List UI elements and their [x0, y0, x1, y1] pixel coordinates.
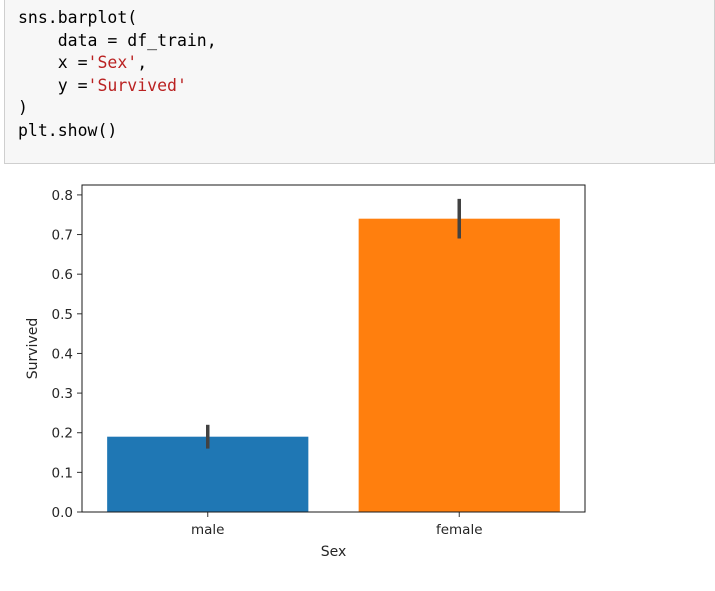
- code-line: plt.show(): [18, 120, 702, 143]
- code-line: data = df_train,: [18, 30, 702, 53]
- x-axis-label: Sex: [321, 544, 347, 560]
- bar-chart: male female 0.0 0.1 0.2 0.3 0.4 0.5 0.6 0.7 0.8 Sex…: [25, 184, 586, 560]
- code-token: x =: [18, 53, 88, 73]
- y-tick-label: 0.3: [52, 386, 73, 402]
- code-line: x ='Sex',: [18, 52, 702, 75]
- output-area: male female 0.0 0.1 0.2 0.3 0.4 0.5 0.6 0.7 0.8 Sex…: [0, 164, 715, 586]
- y-tick-label: 0.6: [52, 267, 73, 283]
- code-string-token: 'Survived': [87, 75, 187, 95]
- code-token: data = df_train,: [18, 30, 217, 50]
- code-string-token: 'Sex': [87, 53, 138, 73]
- y-tick-label: 0.1: [52, 465, 73, 481]
- code-token: plt.show(): [18, 120, 118, 140]
- code-line: y ='Survived': [18, 75, 702, 98]
- y-tick-label: 0.5: [52, 307, 73, 323]
- code-token: sns.barplot(: [18, 8, 138, 27]
- code-token: ): [18, 98, 28, 118]
- x-tick-label-male: male: [191, 522, 224, 538]
- code-token: y =: [18, 75, 88, 95]
- y-tick-label: 0.2: [52, 426, 73, 442]
- y-tick-label: 0.4: [52, 346, 73, 362]
- x-tick-label-female: female: [436, 522, 483, 538]
- y-axis-label: Survived: [25, 318, 41, 379]
- bar-female: [358, 218, 560, 512]
- code-token: ,: [137, 53, 148, 73]
- code-line: ): [18, 97, 702, 120]
- code-line: sns.barplot(: [18, 7, 702, 30]
- code-cell[interactable]: sns.barplot( data = df_train, x ='Sex', …: [4, 0, 715, 164]
- plot-frame: [81, 184, 586, 513]
- y-tick-label: 0.0: [52, 505, 73, 521]
- bar-male: [107, 436, 309, 512]
- y-tick-label: 0.7: [52, 228, 73, 244]
- y-tick-label: 0.8: [52, 188, 73, 204]
